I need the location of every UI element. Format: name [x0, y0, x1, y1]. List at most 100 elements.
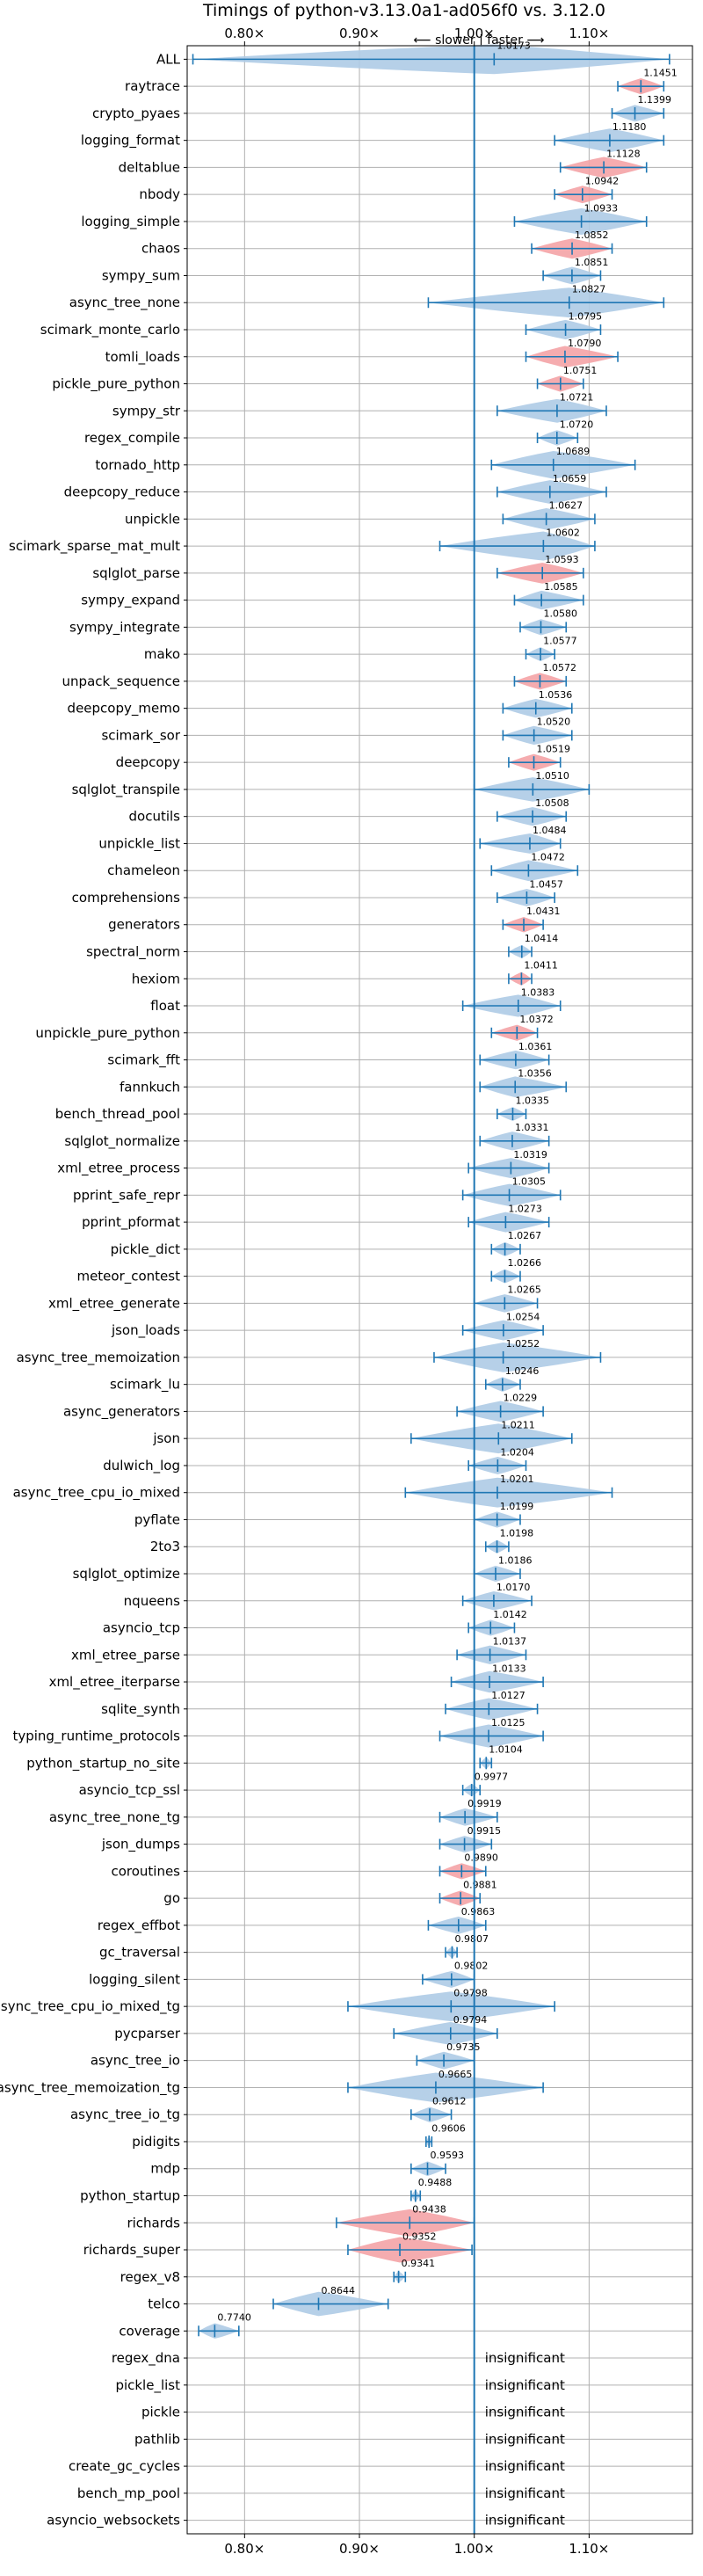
category-label: bench_mp_pool	[77, 2485, 180, 2502]
category-label: regex_v8	[120, 2269, 180, 2286]
value-label: 1.0127	[491, 1690, 525, 1701]
category-label: dulwich_log	[103, 1458, 180, 1474]
category-label: python_startup	[80, 2187, 180, 2204]
value-label: 1.0273	[508, 1203, 542, 1214]
value-label: 1.0305	[512, 1176, 547, 1188]
category-label: pycparser	[114, 2026, 181, 2041]
value-label: 0.9735	[446, 2041, 481, 2053]
value-label: 1.0186	[498, 1554, 533, 1566]
value-label: 1.0510	[535, 770, 569, 782]
category-label: coverage	[119, 2323, 180, 2339]
category-label: pickle	[141, 2405, 180, 2420]
direction-label: ⟵ slower | faster ⟶	[414, 33, 545, 47]
value-label: 1.0519	[537, 743, 571, 754]
category-label: async_tree_io_tg	[70, 2107, 180, 2123]
category-label: 2to3	[150, 1539, 180, 1554]
category-label: ALL	[156, 51, 181, 67]
category-label: json_dumps	[101, 1837, 180, 1853]
value-label: 1.0508	[535, 797, 569, 809]
category-label: generators	[108, 917, 180, 933]
category-label: scimark_fft	[107, 1052, 180, 1069]
category-label: unpickle	[125, 511, 180, 527]
insignificant-label: insignificant	[485, 2431, 565, 2447]
value-label: 0.9665	[438, 2069, 473, 2080]
value-label: 1.1128	[606, 149, 641, 160]
category-label: async_tree_memoization_tg	[0, 2079, 180, 2096]
category-label: asyncio_tcp_ssl	[79, 1782, 180, 1799]
value-label: 0.9593	[431, 2150, 465, 2161]
value-label: 1.0361	[518, 1041, 553, 1052]
value-label: 1.0204	[500, 1446, 534, 1458]
category-label: unpickle_pure_python	[35, 1025, 180, 1042]
category-label: async_tree_none_tg	[49, 1809, 180, 1826]
category-label: chaos	[141, 241, 180, 257]
value-label: 0.9919	[467, 1798, 502, 1809]
category-label: bench_thread_pool	[55, 1106, 180, 1123]
category-label: async_tree_io	[91, 2053, 180, 2070]
category-label: float	[150, 998, 180, 1014]
category-label: pprint_safe_repr	[73, 1187, 181, 1204]
value-label: 1.1180	[612, 121, 647, 133]
category-label: logging_silent	[89, 1971, 180, 1988]
category-label: asyncio_tcp	[103, 1620, 180, 1637]
value-label: 0.9606	[431, 2122, 466, 2134]
category-label: richards_super	[83, 2242, 181, 2259]
x-tick-label-top: 1.00×	[454, 25, 495, 41]
value-label: 0.9890	[464, 1852, 498, 1864]
value-label: 1.0852	[575, 229, 609, 241]
category-label: docutils	[129, 809, 181, 825]
category-label: async_generators	[63, 1403, 180, 1420]
category-label: nbody	[139, 186, 180, 202]
category-label: tomli_loads	[105, 349, 181, 366]
value-label: 1.0577	[543, 635, 577, 646]
category-label: create_gc_cycles	[69, 2458, 180, 2475]
category-label: fannkuch	[120, 1079, 180, 1095]
value-label: 1.0331	[515, 1122, 549, 1133]
category-label: pprint_pformat	[82, 1214, 180, 1231]
category-label: deepcopy	[116, 754, 180, 770]
value-label: 0.8644	[322, 2285, 356, 2296]
category-label: sympy_integrate	[69, 619, 180, 636]
category-label: gc_traversal	[99, 1945, 180, 1961]
category-label: chameleon	[107, 862, 180, 878]
category-label: xml_etree_parse	[71, 1647, 180, 1663]
category-label: sqlglot_transpile	[72, 782, 180, 798]
value-label: 1.0942	[585, 175, 620, 186]
value-label: 1.0383	[521, 986, 555, 998]
category-label: telco	[148, 2296, 180, 2312]
x-tick-label-bottom: 1.10×	[569, 2541, 609, 2557]
value-label: 1.0457	[529, 878, 563, 890]
value-label: 1.0201	[500, 1474, 534, 1485]
category-label: async_tree_cpu_io_mixed	[13, 1485, 180, 1502]
value-label: 1.0246	[505, 1365, 540, 1377]
insignificant-label: insignificant	[485, 2458, 565, 2474]
category-label: coroutines	[111, 1863, 180, 1879]
value-label: 1.0229	[504, 1393, 538, 1404]
category-label: regex_dna	[112, 2350, 180, 2367]
value-label: 1.0484	[533, 825, 567, 836]
category-label: pyflate	[134, 1511, 180, 1527]
category-label: hexiom	[132, 971, 180, 986]
category-label: typing_runtime_protocols	[12, 1728, 180, 1745]
value-label: 0.9915	[467, 1825, 502, 1837]
category-label: python_startup_no_site	[26, 1755, 180, 1772]
value-label: 1.0721	[560, 392, 594, 404]
x-tick-label-top: 0.90×	[339, 25, 380, 41]
category-label: crypto_pyaes	[92, 106, 180, 122]
value-label: 1.0104	[489, 1744, 523, 1756]
insignificant-label: insignificant	[485, 2513, 565, 2529]
category-label: scimark_sparse_mat_mult	[9, 538, 180, 555]
value-label: 1.0265	[507, 1284, 541, 1296]
category-label: sqlglot_normalize	[64, 1133, 180, 1150]
value-label: 1.1451	[643, 67, 678, 78]
category-label: raytrace	[125, 78, 180, 94]
value-label: 1.0142	[493, 1609, 527, 1620]
category-label: unpickle_list	[98, 835, 180, 852]
value-label: 1.0133	[492, 1663, 526, 1674]
x-tick-label-bottom: 1.00×	[454, 2541, 495, 2557]
value-label: 1.0827	[572, 284, 606, 295]
value-label: 0.9612	[432, 2096, 467, 2107]
value-label: 1.0472	[531, 852, 565, 863]
value-label: 1.0431	[526, 906, 561, 917]
chart-title: Timings of python-v3.13.0a1-ad056f0 vs. …	[202, 1, 605, 20]
